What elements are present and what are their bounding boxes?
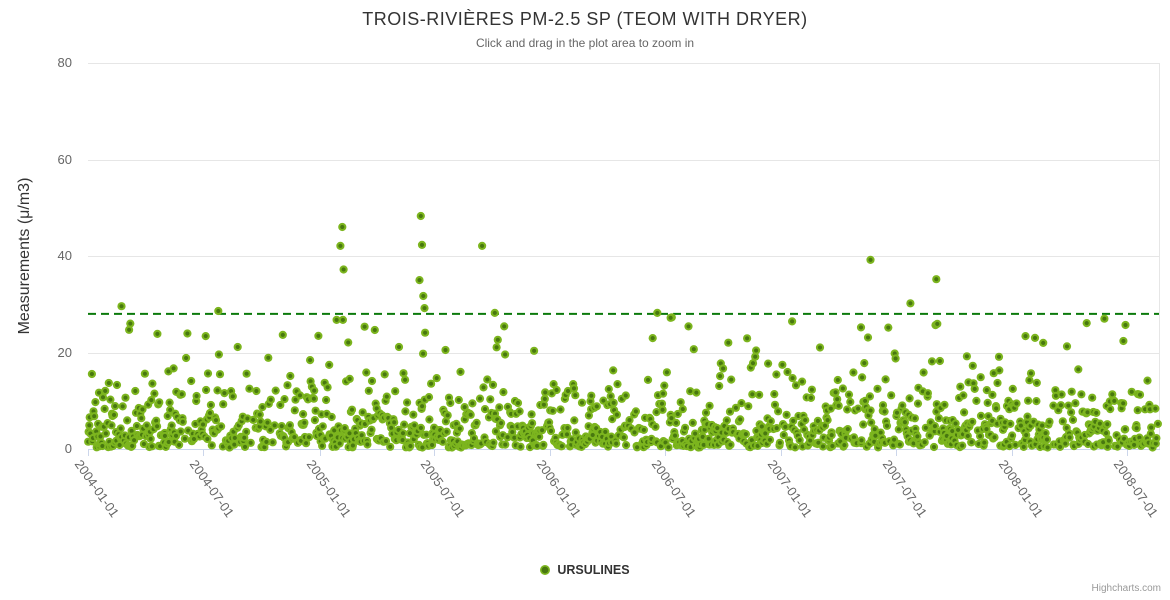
y-tick-label: 40 <box>57 248 72 263</box>
x-axis-tick <box>320 450 321 456</box>
plot-area[interactable] <box>88 63 1159 449</box>
x-axis-tick <box>88 450 89 456</box>
y-tick-label: 80 <box>57 55 72 70</box>
chart-subtitle: Click and drag in the plot area to zoom … <box>475 36 695 50</box>
y-gridline <box>88 63 1159 64</box>
y-tick-label: 60 <box>57 152 72 167</box>
credits-link[interactable]: Highcharts.com <box>1091 583 1161 594</box>
y-tick-label: 20 <box>57 345 72 360</box>
plot-right-gridline <box>1159 63 1160 449</box>
y-tick-label: 0 <box>64 441 72 456</box>
y-gridline <box>88 160 1159 161</box>
x-axis-tick <box>665 450 666 456</box>
x-axis-tick <box>434 450 435 456</box>
x-axis-tick <box>896 450 897 456</box>
chart-title: TROIS-RIVIÈRES PM-2.5 SP (TEOM WITH DRYE… <box>362 9 808 29</box>
legend-item-ursulines[interactable]: URSULINES <box>540 563 630 577</box>
legend-label: URSULINES <box>557 563 630 577</box>
y-gridline <box>88 353 1159 354</box>
legend-marker-icon <box>540 565 551 575</box>
x-axis-line <box>88 449 1160 450</box>
y-gridline <box>88 256 1159 257</box>
x-axis-tick <box>203 450 204 456</box>
x-axis-tick <box>1127 450 1128 456</box>
x-axis-tick <box>781 450 782 456</box>
x-axis-tick <box>550 450 551 456</box>
scatter-points[interactable] <box>84 211 1162 452</box>
legend: URSULINES <box>0 563 1170 577</box>
x-axis-tick <box>1012 450 1013 456</box>
